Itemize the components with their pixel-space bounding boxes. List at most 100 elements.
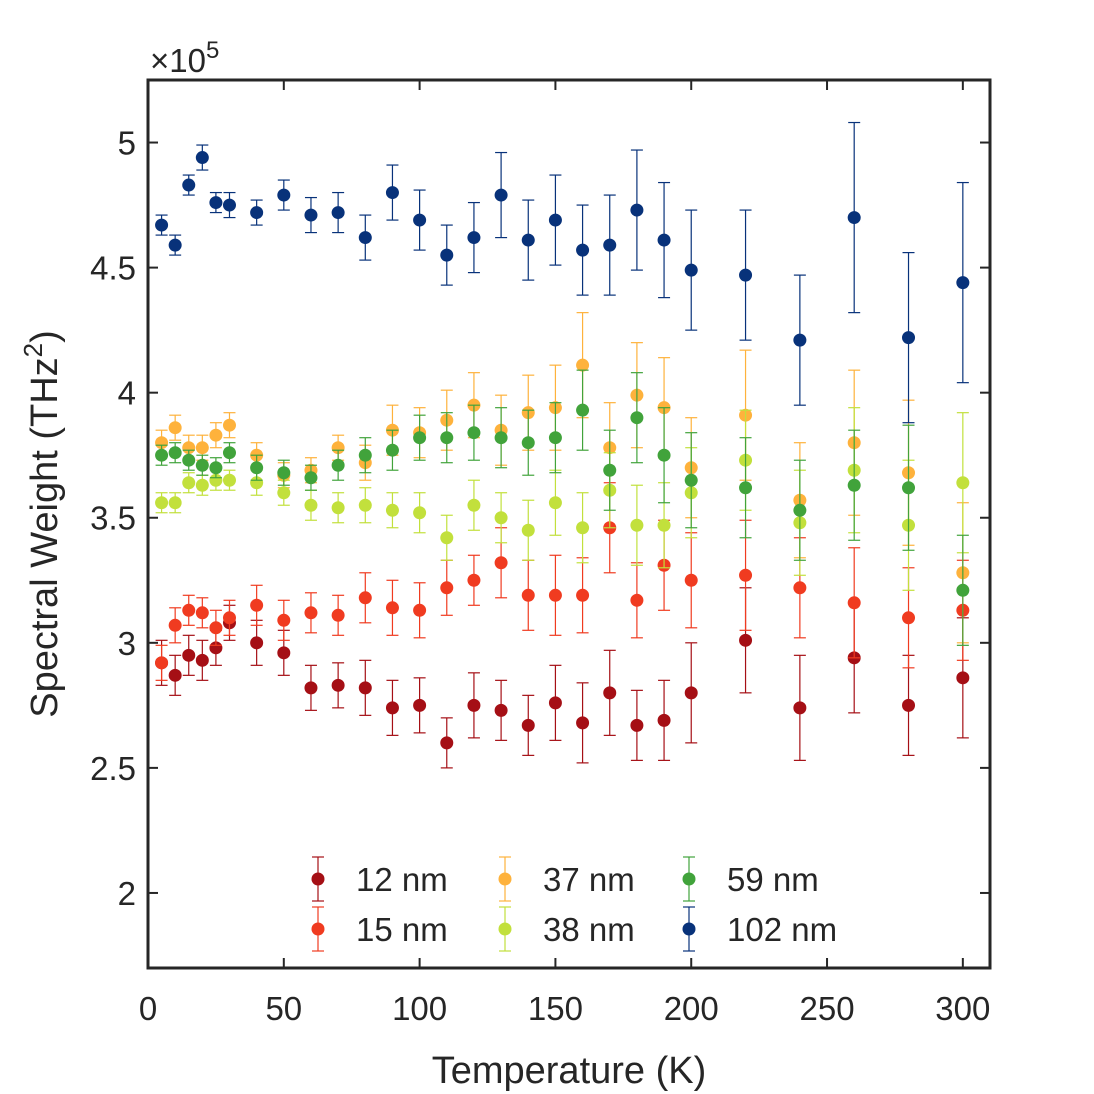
- data-point: [277, 646, 291, 660]
- data-point: [155, 496, 169, 510]
- data-point: [902, 481, 916, 495]
- data-point: [331, 441, 345, 455]
- x-axis-label: Temperature (K): [432, 1050, 707, 1092]
- legend-marker: [311, 922, 325, 936]
- data-point: [209, 621, 223, 635]
- data-point: [358, 498, 372, 512]
- data-point: [385, 601, 399, 615]
- data-point: [331, 501, 345, 515]
- data-point: [576, 716, 590, 730]
- data-point: [793, 581, 807, 595]
- data-point: [182, 603, 196, 617]
- data-point: [222, 473, 236, 487]
- data-point: [209, 196, 223, 210]
- data-point: [467, 698, 481, 712]
- legend-label: 37 nm: [543, 861, 635, 898]
- data-point: [956, 476, 970, 490]
- legend-marker: [682, 922, 696, 936]
- data-point: [182, 476, 196, 490]
- legend-item: 15 nm: [311, 906, 448, 952]
- data-point: [548, 431, 562, 445]
- axes-frame: [146, 78, 992, 970]
- y-tick-label: 5: [118, 125, 136, 162]
- data-point: [548, 496, 562, 510]
- legend-item: 37 nm: [498, 856, 635, 902]
- data-point: [304, 681, 318, 695]
- data-point: [956, 276, 970, 290]
- y-scale-prefix: ×10: [150, 42, 206, 79]
- data-point: [657, 233, 671, 247]
- legend-item: 12 nm: [311, 856, 448, 902]
- data-point: [548, 696, 562, 710]
- data-point: [630, 718, 644, 732]
- data-point: [277, 486, 291, 500]
- data-point: [956, 671, 970, 685]
- data-point: [182, 453, 196, 467]
- y-tick-label: 3: [118, 625, 136, 662]
- data-point: [684, 263, 698, 277]
- data-point: [684, 686, 698, 700]
- data-point: [195, 653, 209, 667]
- data-point: [155, 436, 169, 450]
- data-point: [222, 198, 236, 212]
- data-point: [521, 718, 535, 732]
- y-axis-label-main: Spectral Weight (THz: [24, 357, 66, 717]
- data-point: [603, 686, 617, 700]
- x-tick-label: 100: [392, 990, 447, 1027]
- data-point: [277, 466, 291, 480]
- series-38-nm: [155, 407, 970, 591]
- data-point: [385, 503, 399, 517]
- data-point: [358, 231, 372, 245]
- y-tick-label: 3.5: [90, 500, 136, 537]
- legend-item: 59 nm: [682, 856, 819, 902]
- data-point: [182, 648, 196, 662]
- data-point: [331, 678, 345, 692]
- data-point: [195, 151, 209, 165]
- data-point: [494, 188, 508, 202]
- data-point: [521, 523, 535, 537]
- data-point: [385, 701, 399, 715]
- data-point: [440, 531, 454, 545]
- data-point: [576, 358, 590, 372]
- data-point: [195, 606, 209, 620]
- data-point: [209, 428, 223, 442]
- legend-label: 38 nm: [543, 911, 635, 948]
- x-tick-label: 200: [664, 990, 719, 1027]
- data-point: [603, 238, 617, 252]
- data-point: [168, 618, 182, 632]
- data-point: [413, 431, 427, 445]
- series-15-nm: [155, 482, 970, 681]
- data-point: [630, 411, 644, 425]
- data-point: [277, 188, 291, 202]
- data-point: [385, 186, 399, 200]
- data-point: [494, 431, 508, 445]
- data-point: [684, 573, 698, 587]
- legend-marker: [498, 872, 512, 886]
- data-point: [277, 613, 291, 627]
- legend: 12 nm 15 nm 37 nm 38 nm 59 nm 102 nm: [311, 856, 837, 952]
- data-point: [739, 568, 753, 582]
- data-point: [250, 461, 264, 475]
- data-point: [739, 481, 753, 495]
- data-point: [358, 591, 372, 605]
- data-point: [331, 608, 345, 622]
- x-tick-label: 250: [800, 990, 855, 1027]
- legend-item: 38 nm: [498, 906, 635, 952]
- data-point: [603, 463, 617, 477]
- legend-label: 102 nm: [727, 911, 837, 948]
- data-point: [304, 471, 318, 485]
- legend-item: 102 nm: [682, 906, 837, 952]
- data-point: [304, 498, 318, 512]
- plot-area: [155, 121, 970, 769]
- data-point: [250, 636, 264, 650]
- data-point: [576, 521, 590, 535]
- data-point: [467, 573, 481, 587]
- series-59-nm: [155, 369, 970, 646]
- data-point: [250, 206, 264, 220]
- data-point: [793, 503, 807, 517]
- data-point: [250, 476, 264, 490]
- data-point: [304, 208, 318, 222]
- data-point: [304, 606, 318, 620]
- legend-marker: [682, 872, 696, 886]
- data-point: [440, 248, 454, 262]
